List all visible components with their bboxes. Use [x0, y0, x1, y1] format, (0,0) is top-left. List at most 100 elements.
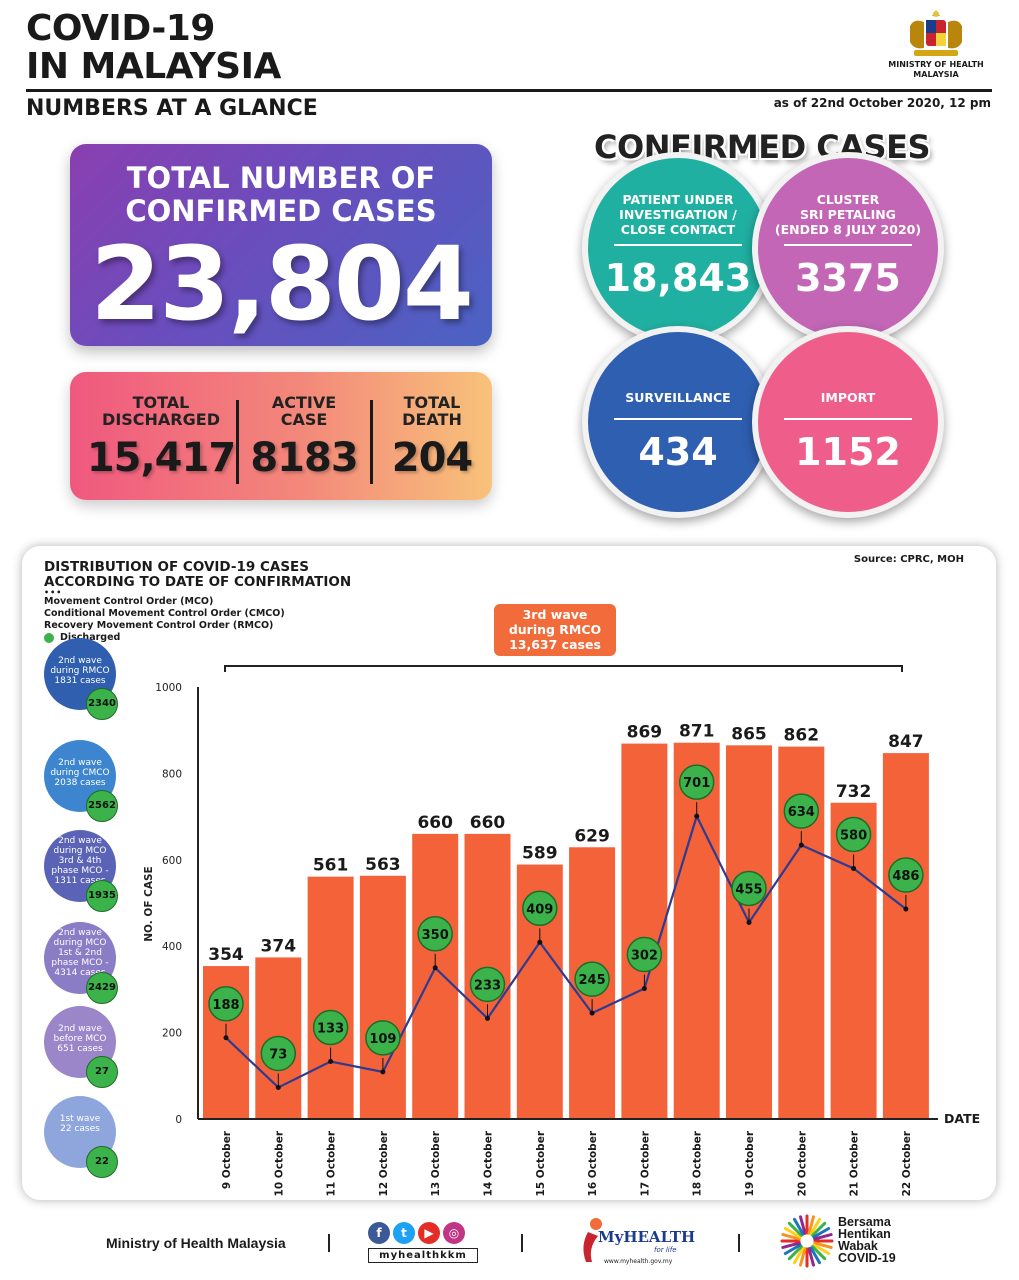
x-tick-label: 16 October — [587, 1130, 599, 1196]
footer-divider — [328, 1234, 330, 1252]
youtube-icon[interactable]: ▶ — [418, 1222, 440, 1244]
surveillance-value: 434 — [638, 430, 718, 474]
x-tick-label: 11 October — [326, 1130, 338, 1196]
third-wave-badge: 3rd wave during RMCO 13,637 cases — [494, 604, 616, 656]
discharged-marker — [783, 793, 820, 829]
side-wave-label: 3rd & 4th — [58, 856, 102, 866]
side-wave-label: 2nd wave — [58, 656, 102, 666]
sunburst-ray — [783, 1243, 802, 1255]
side-wave-label: 22 cases — [60, 1124, 100, 1134]
discharged-marker — [522, 890, 558, 927]
side-wave-label: 2nd wave — [58, 928, 102, 938]
as-of-date: as of 22nd October 2020, 12 pm — [773, 96, 991, 110]
total-confirmed-card: TOTAL NUMBER OF CONFIRMED CASES 23,804 — [70, 144, 492, 346]
discharged-marker — [678, 764, 715, 800]
x-tick-label: 15 October — [535, 1130, 547, 1196]
side-wave-label: phase MCO - — [51, 866, 109, 876]
discharged-marker — [835, 816, 872, 853]
y-tick-label: 600 — [162, 855, 182, 867]
bar-value-label: 862 — [784, 726, 820, 746]
sunburst-icon — [780, 1214, 834, 1268]
myhealth-figure-icon — [583, 1218, 602, 1262]
side-wave-label: 1st & 2nd — [58, 948, 102, 958]
bar-value-label: 354 — [208, 945, 244, 965]
legend-mco: Movement Control Order (MCO) — [44, 596, 214, 607]
discharged-marker — [626, 936, 663, 973]
discharged-value-label: 245 — [579, 973, 606, 988]
bersama-logo: Bersama Hentikan Wabak COVID-19 — [780, 1214, 920, 1270]
surveillance-circle: SURVEILLANCE 434 — [582, 326, 774, 518]
discharged-point — [589, 1010, 595, 1016]
discharged-value-label: 350 — [422, 928, 449, 943]
x-tick-label: 20 October — [796, 1130, 808, 1196]
sunburst-ray — [793, 1217, 805, 1236]
social-handle[interactable]: myhealthkkm — [368, 1248, 478, 1263]
bar-value-label: 847 — [888, 732, 924, 752]
x-tick-label: 12 October — [378, 1130, 390, 1196]
bar-value-label: 589 — [522, 844, 558, 864]
side-wave-discharged: 22 — [86, 1146, 118, 1178]
social-links: f t ▶ ◎ myhealthkkm — [368, 1222, 478, 1263]
bar-value-label: 732 — [836, 782, 872, 802]
footer-divider — [738, 1234, 740, 1252]
side-wave-label: before MCO — [53, 1034, 107, 1044]
chart-source: Source: CPRC, MOH — [853, 554, 964, 565]
side-wave-discharged: 2429 — [86, 972, 118, 1004]
discharged-marker — [888, 857, 924, 893]
discharged-marker — [417, 916, 453, 952]
sunburst-ray — [799, 1215, 807, 1235]
discharged-value-label: 133 — [317, 1022, 344, 1037]
bar-value-label: 660 — [417, 813, 453, 833]
side-wave-label: 2nd wave — [58, 758, 102, 768]
discharged-marker — [260, 1035, 297, 1072]
sunburst-ray — [793, 1246, 805, 1265]
bar-value-label: 871 — [679, 722, 715, 742]
x-tick-label: 10 October — [273, 1130, 285, 1196]
side-wave-label: 1831 cases — [54, 676, 106, 686]
discharged-value-label: 409 — [526, 902, 553, 917]
bar-value-label: 561 — [313, 856, 349, 876]
bar-value-label: 865 — [731, 724, 767, 744]
sunburst-ray — [807, 1247, 815, 1267]
instagram-icon[interactable]: ◎ — [443, 1222, 465, 1244]
y-tick-label: 200 — [162, 1028, 182, 1040]
import-label: IMPORT — [820, 390, 876, 405]
sunburst-ray — [809, 1246, 821, 1265]
sunburst-ray — [787, 1245, 803, 1261]
title-line-2: IN MALAYSIA — [26, 46, 281, 87]
x-tick-label: 17 October — [639, 1130, 651, 1196]
x-tick-label: 22 October — [901, 1130, 913, 1196]
facebook-icon[interactable]: f — [368, 1222, 390, 1244]
total-confirmed-value: 23,804 — [90, 225, 474, 344]
death-stat: TOTAL DEATH 204 — [376, 394, 488, 482]
side-wave-label: 651 cases — [57, 1044, 103, 1054]
footer-ministry: Ministry of Health Malaysia — [106, 1235, 286, 1251]
sunburst-ray — [781, 1233, 801, 1241]
discharged-marker — [469, 966, 506, 1003]
stats-card: TOTAL DISCHARGED 15,417 ACTIVE CASE 8183… — [70, 372, 492, 500]
coat-of-arms-logo — [910, 10, 962, 56]
sunburst-ray — [813, 1233, 833, 1241]
side-wave-label: 2nd wave — [58, 1024, 102, 1034]
legend-discharged: Discharged — [44, 632, 285, 644]
bar — [726, 745, 772, 1119]
pui-value: 18,843 — [604, 256, 752, 300]
chart-legend: ••• Movement Control Order (MCO) Conditi… — [44, 588, 285, 644]
total-confirmed-label: TOTAL NUMBER OF CONFIRMED CASES — [125, 161, 437, 228]
discharged-line — [225, 813, 907, 1089]
twitter-icon[interactable]: t — [393, 1222, 415, 1244]
side-wave-label: phase MCO - — [51, 958, 109, 968]
discharged-stat: TOTAL DISCHARGED 15,417 — [82, 394, 240, 482]
sunburst-ray — [812, 1227, 831, 1239]
cluster-value: 3375 — [795, 256, 901, 300]
pui-close-contact-circle: PATIENT UNDER INVESTIGATION / CLOSE CONT… — [582, 152, 774, 344]
active-value: 8183 — [250, 435, 358, 481]
legend-rmco: Recovery Movement Control Order (RMCO) — [44, 620, 274, 631]
ministry-name: MINISTRY OF HEALTH MALAYSIA — [888, 60, 984, 79]
bar-value-label: 629 — [574, 826, 610, 846]
bar — [359, 875, 406, 1119]
discharged-value-label: 302 — [631, 949, 658, 964]
cluster-circle: CLUSTER SRI PETALING (ENDED 8 JULY 2020)… — [752, 152, 944, 344]
side-wave-label: 4314 cases — [54, 968, 106, 978]
cases-chart: 0 200 400 600 800 1000 NO. OF CASE 354 9 October… — [143, 665, 980, 1196]
